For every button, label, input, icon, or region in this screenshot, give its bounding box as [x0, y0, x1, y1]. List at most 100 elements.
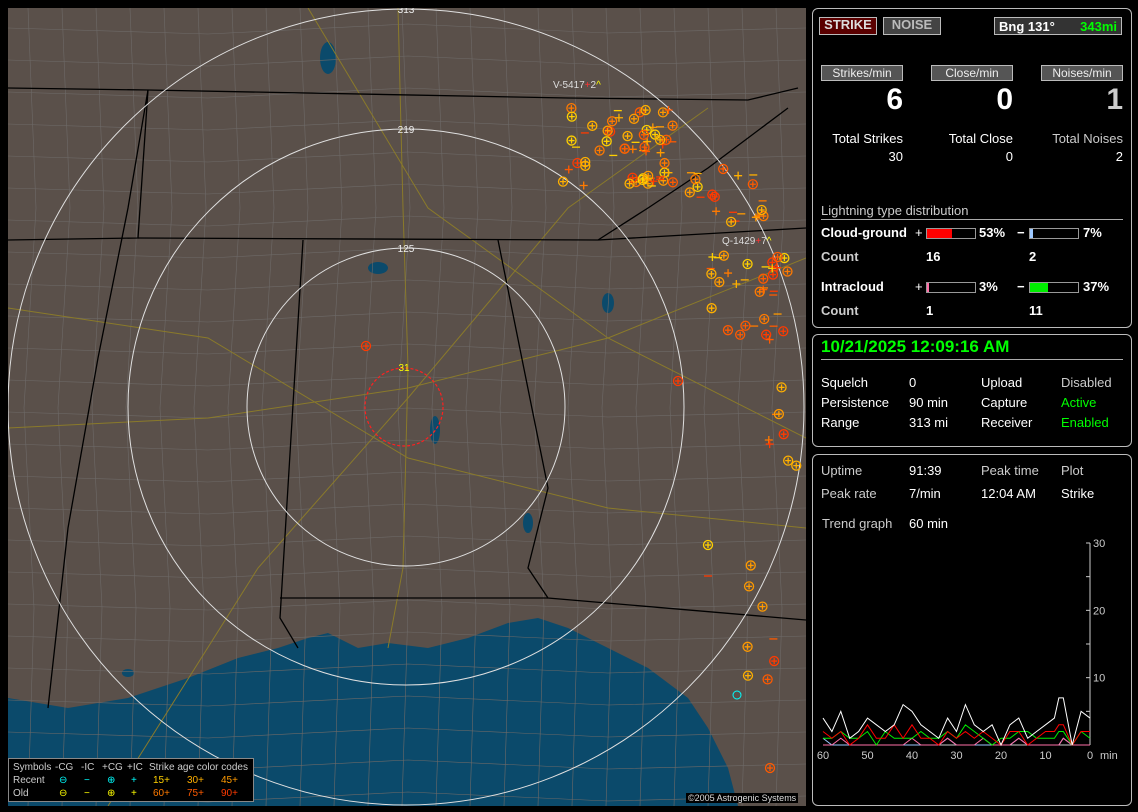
storm-cell-label[interactable]: V-5417+2^: [553, 80, 601, 91]
ic-positive-percent: 3%: [979, 279, 998, 294]
positive-cg-strike-icon: [657, 107, 669, 118]
positive-cg-strike-icon: [360, 340, 372, 352]
negative-ic-strike-icon: [564, 165, 573, 174]
negative-ic-strike-icon: [579, 181, 588, 190]
symbol-legend: Symbols -CG -IC +CG +IC Strike age color…: [8, 758, 254, 802]
negative-ic-strike-icon: [614, 113, 623, 122]
positive-cg-strike-icon: [627, 172, 638, 183]
range-ring-label: 31: [398, 363, 410, 374]
negative-ic-strike-icon: [764, 436, 773, 445]
storm-count: 7: [761, 236, 767, 247]
y-tick-label: 10: [1093, 673, 1105, 685]
ic-plus-sign: +: [915, 279, 923, 294]
ic-negative-bar: [1029, 282, 1079, 293]
trend-panel: Uptime 91:39 Peak time Plot Peak rate 7/…: [812, 454, 1132, 806]
status-label2: Upload: [981, 375, 1023, 390]
strikes-per-min-button[interactable]: Strikes/min: [821, 65, 903, 81]
positive-cg-strike-icon: [747, 179, 758, 190]
positive-cg-strike-icon: [706, 303, 717, 314]
storm-count: 2: [591, 80, 597, 91]
positive-cg-strike-icon: [745, 560, 756, 571]
positive-cg-strike-icon: [769, 655, 780, 667]
recent-strike-icon: [732, 690, 742, 700]
trend-series-line: [822, 737, 1090, 746]
negative-ic-strike-icon: [628, 145, 637, 154]
noises-per-min-button[interactable]: Noises/min: [1041, 65, 1123, 81]
cg-positive-count: 16: [926, 249, 941, 264]
status-value2: Enabled: [1061, 415, 1109, 430]
map-canvas[interactable]: 313 219 125 31 V-5417+2^ Q-1429+7^: [8, 8, 806, 806]
range-ring: [8, 8, 805, 806]
ic-negative-count: 11: [1029, 303, 1043, 318]
positive-cg-strike-icon: [638, 129, 649, 140]
positive-cg-strike-icon: [692, 181, 703, 193]
x-tick-label: 40: [906, 750, 918, 762]
status-value: 0: [909, 375, 917, 390]
positive-cg-strike-icon: [762, 674, 773, 685]
cg-count-label: Count: [821, 249, 859, 264]
lightning-map[interactable]: 313 219 125 31 V-5417+2^ Q-1429+7^: [8, 8, 806, 806]
total-noises-label: Total Noises: [1052, 131, 1123, 146]
storm-cell-label[interactable]: Q-1429+7^: [722, 236, 772, 247]
lake: [122, 669, 134, 677]
positive-cg-strike-icon: [587, 120, 598, 131]
legend-header-neg-ic: -IC: [81, 762, 95, 773]
positive-cg-strike-icon: [743, 581, 755, 592]
positive-cg-strike-icon: [758, 273, 769, 284]
close-per-min-button[interactable]: Close/min: [931, 65, 1013, 81]
strike-button[interactable]: STRIKE: [819, 17, 877, 35]
storm-trend: ^: [596, 80, 601, 91]
old-pos-ic-icon: +: [131, 788, 137, 799]
negative-ic-strike-icon: [649, 177, 658, 186]
plot-value[interactable]: Strike: [1061, 486, 1095, 501]
positive-cg-strike-icon: [706, 268, 717, 280]
positive-cg-strike-icon: [601, 136, 612, 147]
distribution-title: Lightning type distribution: [821, 203, 1123, 220]
ic-positive-count: 1: [926, 303, 934, 318]
current-datetime: 10/21/2025 12:09:16 AM: [821, 337, 1123, 360]
negative-ic-strike-icon: [724, 269, 733, 278]
positive-cg-strike-icon: [764, 762, 776, 774]
positive-cg-strike-icon: [566, 111, 577, 122]
lake: [523, 513, 533, 533]
legend-header-pos-cg: +CG: [102, 762, 123, 773]
positive-cg-strike-icon: [606, 116, 618, 127]
bearing-distance: 343mi: [1080, 19, 1117, 34]
recent-pos-ic-icon: +: [131, 775, 137, 786]
negative-ic-strike-icon: [732, 280, 741, 289]
age-code-30: 30+: [187, 775, 204, 786]
status-label2: Capture: [981, 395, 1028, 410]
range-ring-label: 125: [398, 244, 415, 255]
positive-cg-strike-icon: [640, 104, 651, 116]
trend-series-line: [822, 697, 1091, 747]
positive-cg-strike-icon: [735, 329, 746, 340]
ic-positive-bar: [926, 282, 976, 293]
negative-ic-strike-icon: [734, 171, 743, 180]
noise-button[interactable]: NOISE: [883, 17, 941, 35]
y-tick-label: 30: [1093, 538, 1105, 550]
close-range-ring: [364, 367, 444, 447]
age-code-15: 15+: [153, 775, 170, 786]
cg-positive-bar: [926, 228, 976, 239]
cg-plus-sign: +: [915, 225, 923, 240]
legend-header-pos-ic: +IC: [127, 762, 143, 773]
y-tick-label: 20: [1093, 605, 1105, 617]
positive-cg-strike-icon: [667, 177, 678, 188]
age-code-45: 45+: [221, 775, 238, 786]
range-ring-label: 219: [398, 125, 415, 136]
trend-series-line: [823, 737, 1090, 746]
positive-cg-strike-icon: [742, 670, 754, 681]
positive-cg-strike-icon: [718, 163, 729, 175]
trend-graph-label: Trend graph: [822, 516, 893, 531]
status-value2: Active: [1061, 395, 1097, 410]
status-label: Persistence: [821, 395, 889, 410]
legend-recent-label: Recent: [13, 775, 45, 786]
negative-ic-strike-icon: [708, 252, 717, 261]
positive-cg-strike-icon: [772, 251, 783, 263]
trend-series-line: [823, 724, 1091, 746]
positive-cg-strike-icon: [778, 429, 789, 440]
negative-ic-strike-icon: [773, 263, 782, 272]
negative-ic-strike-icon: [712, 207, 721, 216]
ic-count-label: Count: [821, 303, 859, 318]
range-ring-label: 313: [398, 8, 415, 16]
